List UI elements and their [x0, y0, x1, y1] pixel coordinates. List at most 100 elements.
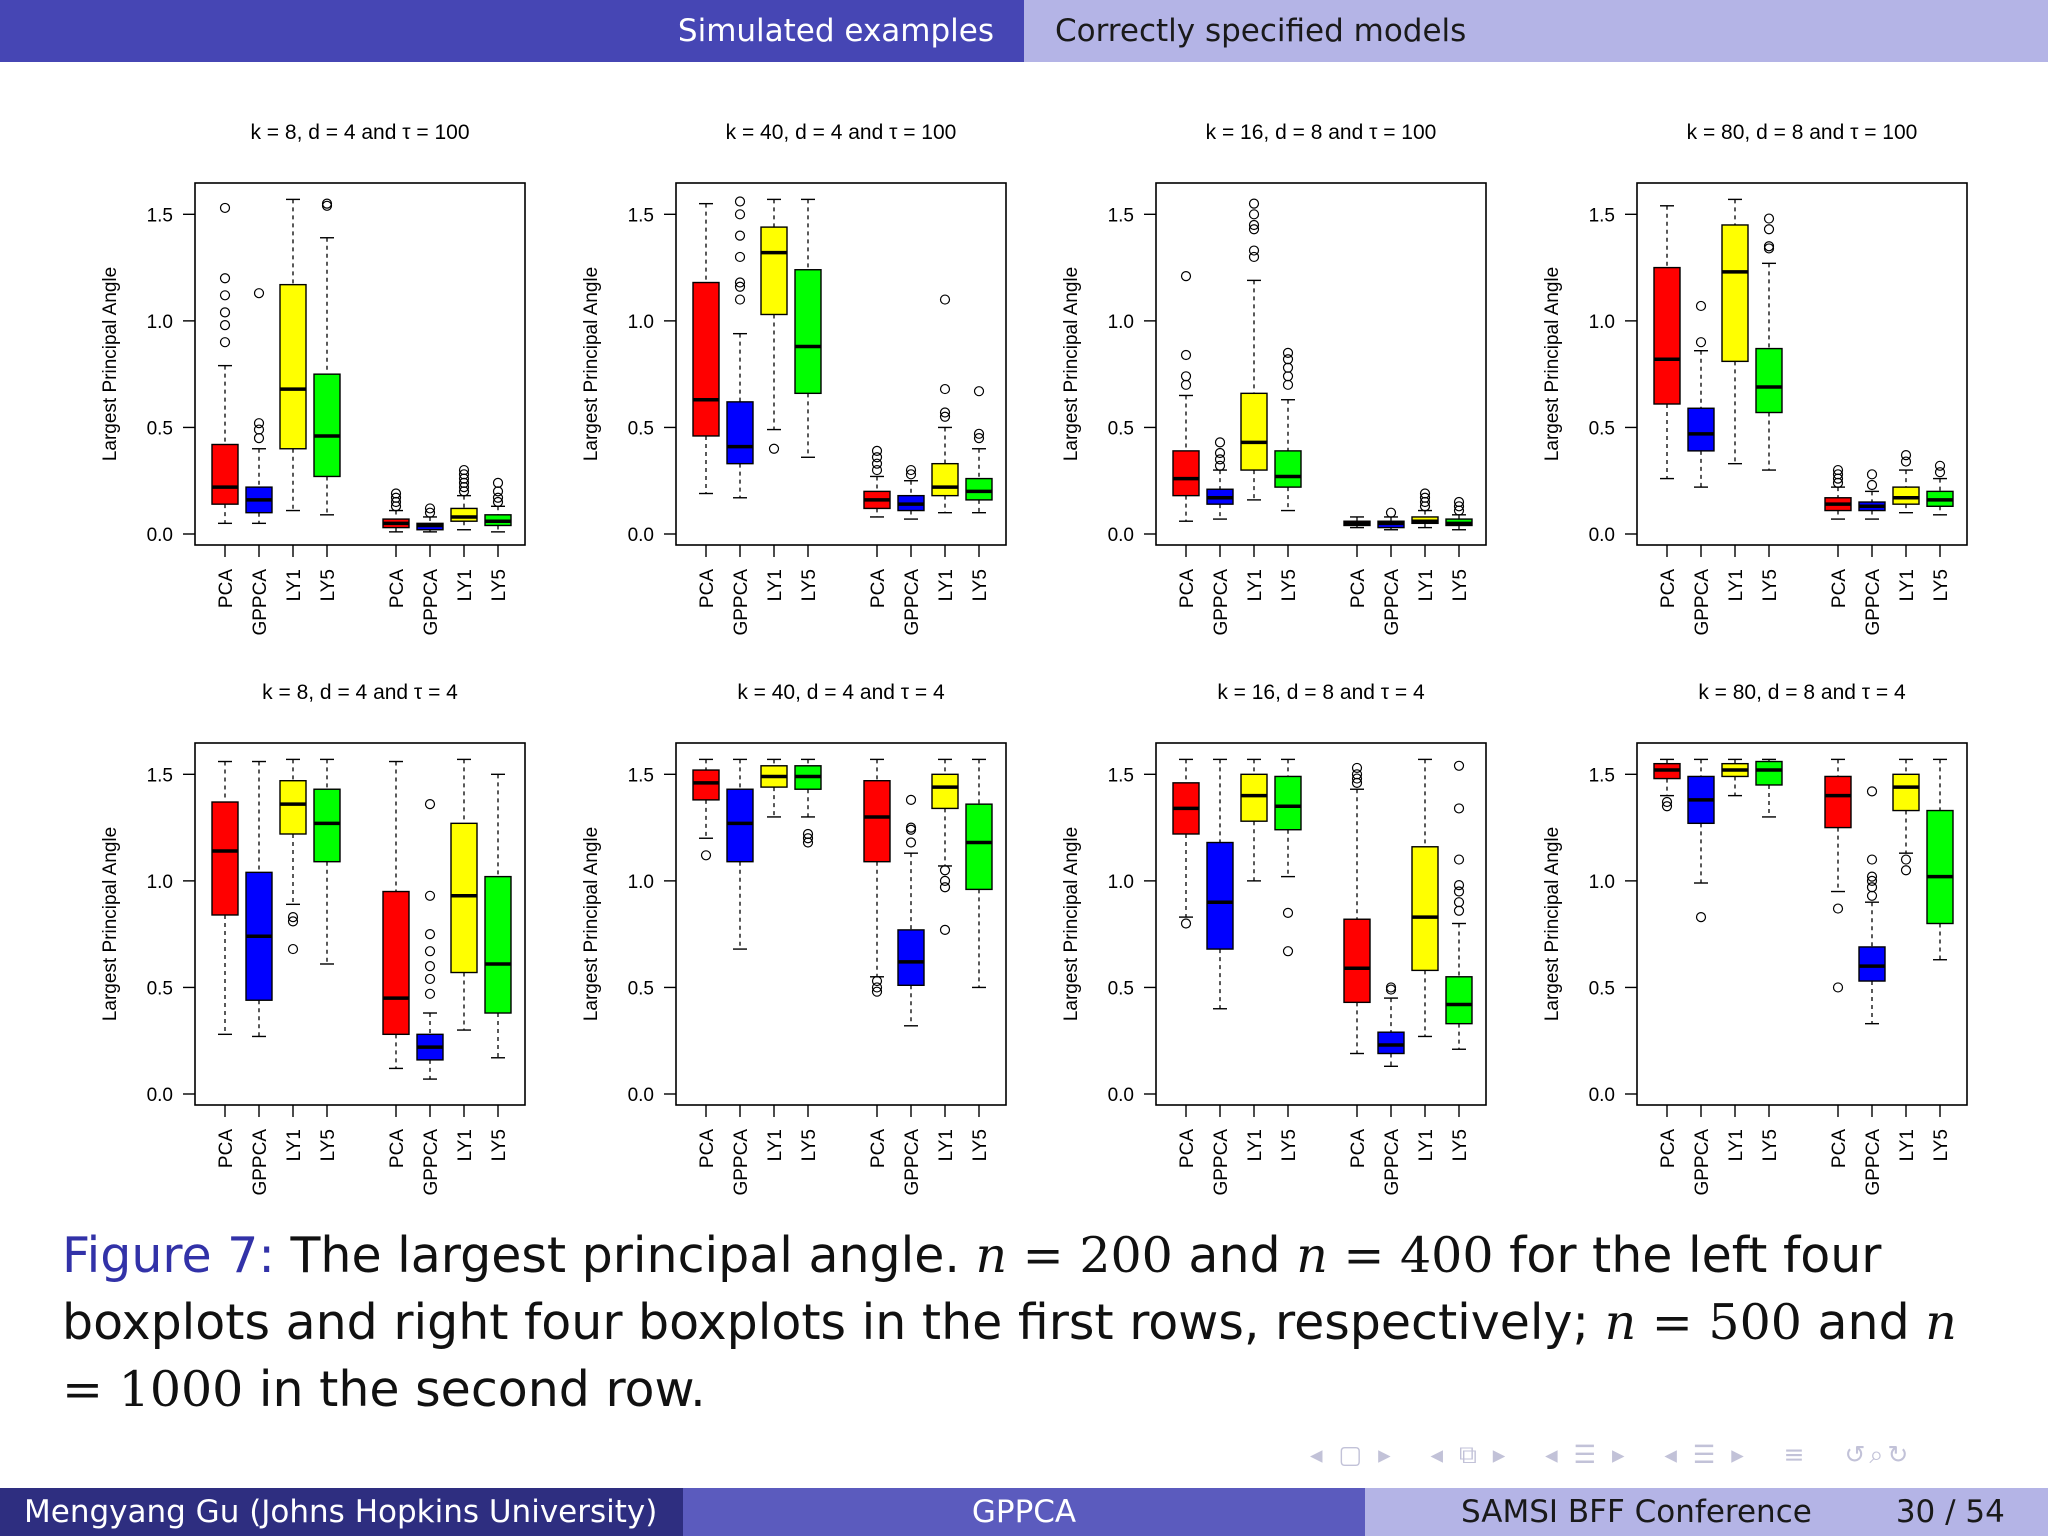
box-body — [965, 803, 993, 891]
box-gppca — [1687, 300, 1715, 488]
outlier-point — [734, 196, 746, 207]
footer-conference[interactable]: SAMSI BFF Conference 30 / 54 — [1365, 1488, 2048, 1536]
outlier-point — [973, 386, 985, 397]
box-ly5 — [1274, 758, 1302, 957]
y-tick-label: 0.5 — [1108, 978, 1134, 999]
caption-text-2: and — [1172, 1227, 1297, 1284]
outlier-point — [1214, 460, 1226, 471]
panel-title: k = 40, d = 4 and τ = 4 — [737, 681, 945, 704]
outlier-point — [1866, 469, 1878, 480]
outlier-point — [1695, 300, 1707, 312]
x-tick-label: GPPCA — [421, 1129, 442, 1196]
outlier-point — [871, 464, 883, 476]
y-tick-label: 0.0 — [628, 1085, 654, 1106]
nav-document-icon[interactable]: ◂ ☰ ▸ — [1664, 1440, 1748, 1469]
box-ly5 — [1926, 758, 1954, 961]
outlier-point — [1832, 982, 1844, 993]
header-subsection[interactable]: Correctly specified models — [1024, 0, 2048, 62]
x-tick-label: LY1 — [765, 569, 786, 601]
x-tick-label: GPPCA — [1863, 569, 1884, 636]
outlier-point — [734, 277, 746, 288]
y-tick-label: 1.0 — [1108, 872, 1134, 893]
x-tick-label: LY1 — [1726, 1129, 1747, 1161]
box-gppca — [897, 464, 925, 520]
plot-frame — [1636, 742, 1968, 1106]
y-tick-label: 0.5 — [147, 978, 173, 999]
y-tick-label: 0.5 — [1108, 418, 1134, 439]
box-ly1 — [1411, 758, 1439, 1038]
outlier-point — [219, 337, 231, 348]
outlier-point — [973, 428, 985, 439]
x-tick-label: LY1 — [1897, 569, 1918, 601]
outlier-point — [1866, 871, 1878, 882]
header-section[interactable]: Simulated examples — [0, 0, 1024, 62]
x-tick-label: LY1 — [1416, 1129, 1437, 1161]
outlier-point — [734, 251, 746, 263]
y-tick-label: 0.0 — [1589, 1085, 1615, 1106]
outlier-point — [939, 411, 951, 422]
x-tick-label: PCA — [1658, 569, 1679, 608]
x-tick-label: GPPCA — [731, 569, 752, 636]
y-axis-label: Largest Principal Angle — [100, 267, 121, 461]
outlier-point — [734, 230, 746, 241]
outlier-point — [1282, 379, 1294, 390]
outlier-point — [802, 828, 814, 840]
x-tick-label: GPPCA — [1692, 1129, 1713, 1196]
box-body — [279, 780, 307, 835]
box-gppca — [245, 760, 273, 1038]
outlier-point — [424, 799, 436, 810]
outlier-point — [1214, 437, 1226, 448]
outlier-point — [219, 202, 231, 214]
boxplot-panel: k = 80, d = 8 and τ = 100 0.0 0.5 1.0 1.5 Lar… — [1542, 121, 1968, 636]
outlier-point — [734, 294, 746, 305]
caption-math-value: 1000 — [118, 1361, 244, 1418]
x-tick-label: LY5 — [1931, 1129, 1952, 1161]
y-axis-label: Largest Principal Angle — [581, 267, 602, 461]
outlier-point — [492, 496, 504, 508]
outlier-point — [1453, 854, 1465, 865]
footer-title[interactable]: GPPCA — [683, 1488, 1365, 1536]
outlier-point — [1900, 456, 1912, 467]
nav-subsection-icon[interactable]: ◂ ⧉ ▸ — [1430, 1440, 1510, 1469]
box-ly1 — [1721, 758, 1749, 797]
outlier-point — [1385, 982, 1397, 993]
box-body — [1343, 918, 1371, 1004]
box-ly1 — [279, 198, 307, 512]
y-tick-label: 1.5 — [628, 205, 654, 226]
nav-menu-icon[interactable]: ≡ — [1783, 1440, 1809, 1469]
x-tick-label: LY5 — [1760, 1129, 1781, 1161]
box-ly5 — [484, 477, 512, 533]
boxplot-panel: k = 8, d = 4 and τ = 100 0.0 0.5 1.0 1.5 Larg… — [100, 121, 526, 636]
y-tick-label: 1.5 — [1589, 205, 1615, 226]
nav-section-icon[interactable]: ◂ ☰ ▸ — [1545, 1440, 1629, 1469]
box-ly5 — [1755, 758, 1783, 818]
outlier-point — [1695, 912, 1707, 923]
caption-math-var: n — [1604, 1294, 1637, 1351]
box-ly1 — [760, 758, 788, 818]
x-tick-label: LY5 — [970, 1129, 991, 1161]
box-body — [1274, 775, 1302, 831]
footer-author[interactable]: Mengyang Gu (Johns Hopkins University) — [0, 1488, 683, 1536]
x-tick-label: LY1 — [1245, 569, 1266, 601]
outlier-point — [768, 443, 780, 454]
box-body — [1892, 486, 1920, 505]
box-body — [1274, 450, 1302, 488]
nav-search-icon[interactable]: ↺⌕↻ — [1844, 1440, 1913, 1469]
outlier-point — [1763, 241, 1775, 252]
outlier-point — [219, 320, 231, 331]
x-tick-label: LY5 — [318, 569, 339, 601]
x-tick-label: LY5 — [489, 569, 510, 601]
y-tick-label: 0.0 — [628, 525, 654, 546]
outlier-point — [939, 294, 951, 305]
nav-frame-back-icon[interactable]: ◂ ▢ ▸ — [1310, 1440, 1395, 1469]
caption-text-3: for the left four boxplots and right fou… — [62, 1227, 1882, 1351]
x-tick-label: LY1 — [765, 1129, 786, 1161]
box-gppca — [416, 799, 444, 1080]
outlier-point — [287, 912, 299, 923]
caption-text-5: in the second row. — [243, 1361, 706, 1418]
caption-math-value: 500 — [1708, 1294, 1802, 1351]
outlier-point — [1282, 347, 1294, 358]
outlier-point — [1385, 507, 1397, 518]
caption-math-eq: = — [1007, 1227, 1080, 1284]
box-pca — [1172, 271, 1200, 522]
